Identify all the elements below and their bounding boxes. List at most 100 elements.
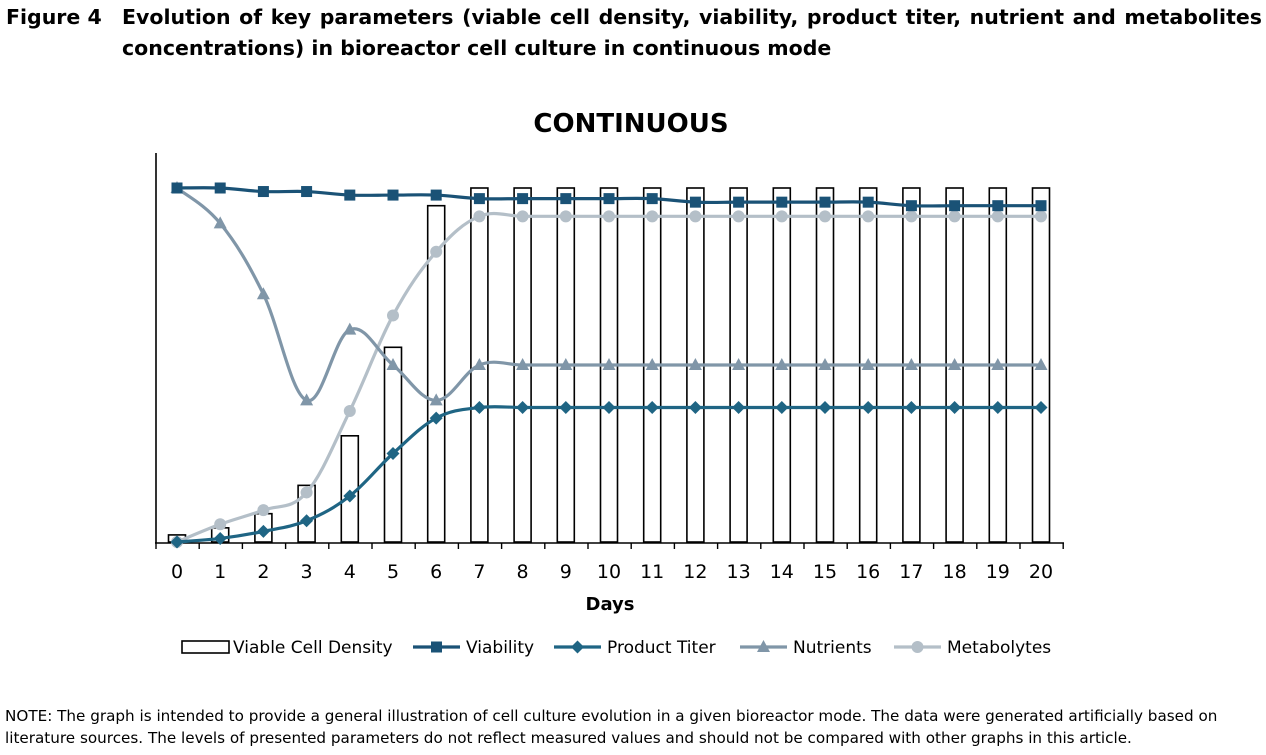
legend-label-metabolytes: Metabolytes: [947, 638, 1051, 658]
point-metabolytes: [559, 210, 572, 223]
x-tick-label: 4: [344, 561, 356, 583]
x-tick-label: 2: [257, 561, 269, 583]
point-metabolytes: [257, 504, 270, 517]
point-nutrients: [688, 358, 702, 370]
legend-label-product-titer: Product Titer: [607, 638, 716, 658]
point-viability: [1035, 200, 1047, 212]
legend-swatch-viable-cell-density: [181, 640, 230, 654]
x-tick-label: 1: [214, 561, 226, 583]
point-viability: [560, 193, 572, 205]
chart: CONTINUOUS 0 1 2 3 4 5 6 7 8 9 10 11 12 13 14 15 16 17 18 1…: [155, 109, 1064, 658]
point-viability: [992, 200, 1004, 212]
point-metabolytes: [646, 210, 659, 223]
bar-viable-cell-density: [383, 346, 403, 543]
x-tick-label: 16: [856, 561, 880, 583]
tick-labels: 0 1 2 3 4 5 6 7 8 9 10 11 12 13 14 15 16 17 18 19 20: [171, 561, 1053, 583]
point-product-titer: [170, 535, 184, 549]
point-metabolytes: [300, 486, 313, 499]
point-viability: [387, 189, 399, 201]
point-nutrients: [775, 358, 789, 370]
point-viability: [301, 186, 313, 198]
point-viability: [905, 200, 917, 212]
point-product-titer: [343, 489, 357, 503]
point-product-titer: [429, 411, 443, 425]
point-product-titer: [256, 524, 270, 538]
point-product-titer: [732, 400, 746, 414]
point-metabolytes: [473, 210, 486, 223]
point-viability: [214, 182, 226, 194]
point-nutrients: [732, 358, 746, 370]
point-product-titer: [775, 400, 789, 414]
legend-label-viable-cell-density: Viable Cell Density: [233, 638, 393, 658]
point-product-titer: [300, 514, 314, 528]
point-nutrients: [386, 358, 400, 370]
point-nutrients: [904, 358, 918, 370]
footnote: NOTE: The graph is intended to provide a…: [5, 707, 1218, 747]
bar-viable-cell-density: [297, 484, 316, 543]
x-tick-label: 13: [727, 561, 751, 583]
point-metabolytes: [1035, 210, 1047, 223]
x-tick-label: 11: [640, 561, 664, 583]
point-nutrients: [256, 287, 270, 300]
point-product-titer: [991, 400, 1005, 414]
chart-title: CONTINUOUS: [533, 109, 728, 139]
x-tick-label: 19: [986, 561, 1010, 583]
point-metabolytes: [905, 210, 918, 223]
figure-caption-text: Evolution of key parameters (viable cell…: [122, 5, 1262, 60]
x-tick-label: 10: [597, 561, 621, 583]
point-product-titer: [472, 400, 486, 414]
point-metabolytes: [819, 210, 831, 223]
point-viability: [862, 196, 874, 208]
point-nutrients: [343, 322, 357, 335]
point-metabolytes: [862, 210, 875, 223]
point-product-titer: [948, 400, 962, 414]
point-nutrients: [429, 393, 443, 406]
point-product-titer: [861, 400, 875, 414]
point-product-titer: [516, 400, 530, 414]
legend-marker-nutrients: [757, 640, 770, 652]
point-nutrients: [991, 358, 1005, 370]
point-product-titer: [904, 400, 918, 414]
x-tick-label: 0: [171, 561, 183, 583]
x-tick-label: 8: [517, 561, 529, 583]
point-product-titer: [645, 400, 659, 414]
point-nutrients: [472, 358, 486, 370]
line-metabolytes: [176, 211, 1041, 544]
bar-viable-cell-density: [426, 204, 446, 543]
axes-layer: [155, 153, 1064, 549]
point-product-titer: [386, 447, 400, 460]
point-product-titer: [1034, 400, 1048, 414]
point-viability: [733, 196, 745, 208]
legend-marker-product-titer: [571, 640, 584, 654]
point-metabolytes: [343, 405, 356, 418]
point-viability: [603, 193, 615, 205]
point-product-titer: [559, 400, 573, 414]
point-viability: [646, 193, 658, 205]
x-tick-label: 3: [301, 561, 313, 583]
point-product-titer: [213, 531, 227, 545]
lines-layer: [170, 181, 1048, 549]
point-nutrients: [300, 393, 314, 406]
point-metabolytes: [387, 309, 399, 322]
point-viability: [776, 196, 788, 208]
point-nutrients: [213, 216, 227, 229]
point-nutrients: [645, 358, 659, 370]
point-nutrients: [516, 358, 530, 370]
point-metabolytes: [430, 245, 443, 258]
point-metabolytes: [516, 210, 529, 223]
point-viability: [473, 193, 485, 205]
point-viability: [517, 193, 529, 205]
point-metabolytes: [775, 210, 788, 223]
legend-marker-viability: [431, 641, 442, 653]
point-product-titer: [688, 400, 702, 414]
x-tick-label: 12: [683, 561, 707, 583]
point-metabolytes: [991, 210, 1004, 223]
point-viability: [949, 200, 961, 212]
point-viability: [171, 182, 183, 194]
point-nutrients: [948, 358, 962, 370]
x-tick-label: 18: [943, 561, 967, 583]
x-tick-label: 9: [560, 561, 572, 583]
point-metabolytes: [603, 210, 615, 223]
legend-label-nutrients: Nutrients: [793, 638, 872, 658]
point-viability: [257, 186, 269, 198]
